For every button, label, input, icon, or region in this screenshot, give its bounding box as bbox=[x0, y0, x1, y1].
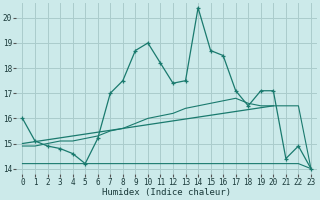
X-axis label: Humidex (Indice chaleur): Humidex (Indice chaleur) bbox=[102, 188, 231, 197]
